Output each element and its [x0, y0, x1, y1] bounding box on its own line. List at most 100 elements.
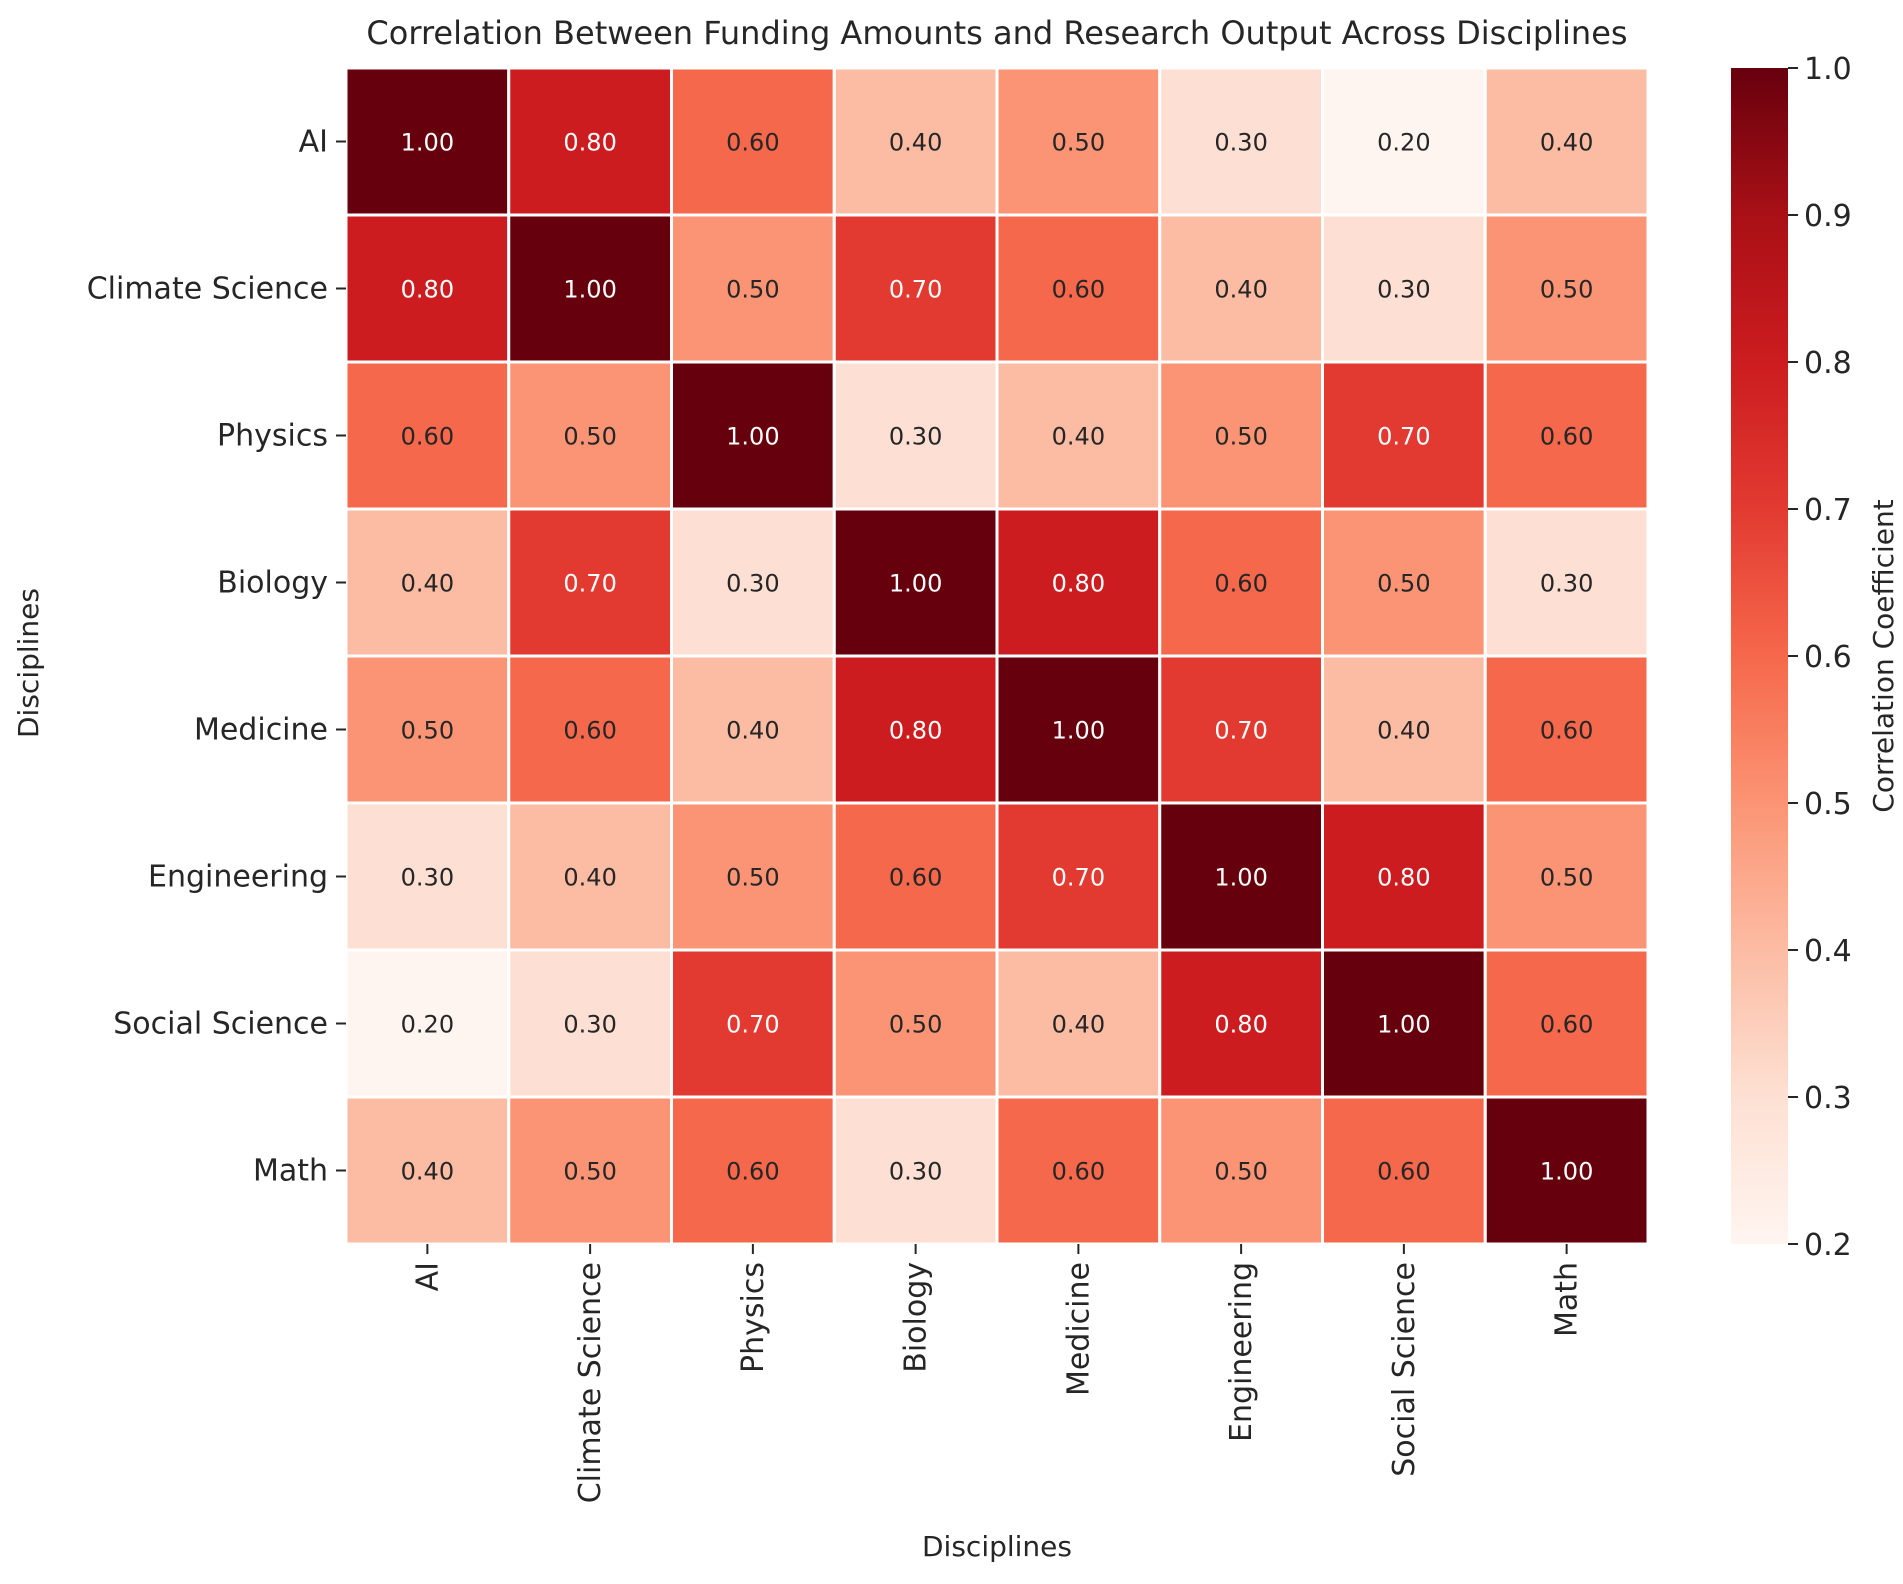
- heatmap-cell: [832, 360, 999, 511]
- cell-value-label: 0.50: [1540, 864, 1593, 892]
- heatmap-cell: [1321, 360, 1487, 511]
- heatmap-cell: [670, 1095, 836, 1246]
- cell-value-label: 0.80: [1052, 570, 1105, 598]
- cell-value-label: 0.70: [726, 1011, 779, 1039]
- heatmap-cell: [995, 360, 1162, 511]
- heatmap-cell: [995, 948, 1162, 1099]
- cell-value-label: 0.80: [1377, 864, 1430, 892]
- y-tick-label: Biology: [217, 566, 328, 601]
- cell-value-label: 0.60: [563, 717, 616, 745]
- cell-value-label: 0.80: [563, 129, 616, 157]
- cell-value-label: 0.30: [1214, 129, 1267, 157]
- heatmap-cell: [670, 507, 836, 658]
- cell-value-label: 0.50: [1377, 570, 1430, 598]
- x-axis: AI Climate Science Physics Biology Medicine E…: [410, 1244, 1585, 1503]
- cell-value-label: 0.60: [726, 129, 779, 157]
- heatmap-cell: [1483, 948, 1650, 1099]
- colorbar-tick-label: 0.3: [1804, 1081, 1852, 1116]
- heatmap-cell: [344, 948, 511, 1099]
- heatmap-cell: [670, 948, 836, 1099]
- colorbar-tick-label: 0.2: [1804, 1228, 1852, 1263]
- chart-title: Correlation Between Funding Amounts and …: [366, 14, 1627, 52]
- heatmap-cell: [1483, 801, 1650, 952]
- heatmap-cell: [1158, 360, 1324, 511]
- cell-value-label: 0.20: [1377, 129, 1430, 157]
- heatmap-cell: [507, 213, 673, 364]
- heatmap-cell: [995, 654, 1162, 805]
- y-tick-label: Social Science: [113, 1007, 328, 1042]
- cell-value-label: 0.30: [401, 864, 454, 892]
- x-tick-label: Climate Science: [573, 1262, 608, 1503]
- cell-value-label: 0.30: [889, 1158, 942, 1186]
- y-axis: AI Climate Science Physics Biology Medicine E…: [87, 125, 346, 1189]
- cell-value-label: 0.40: [1214, 276, 1267, 304]
- heatmap-cell: [670, 801, 836, 952]
- colorbar-tick-label: 0.5: [1804, 787, 1852, 822]
- y-tick-label: Engineering: [148, 860, 328, 895]
- cell-value-label: 0.40: [726, 717, 779, 745]
- cell-value-label: 1.00: [1377, 1011, 1430, 1039]
- cell-value-label: 0.50: [726, 276, 779, 304]
- heatmap-cell: [1483, 66, 1650, 217]
- x-tick-label: AI: [410, 1262, 445, 1291]
- x-axis-label: Disciplines: [922, 1530, 1072, 1563]
- colorbar-tick-label: 0.9: [1804, 199, 1852, 234]
- cell-value-label: 1.00: [889, 570, 942, 598]
- cell-value-label: 0.40: [1377, 717, 1430, 745]
- heatmap-cell: [832, 507, 999, 658]
- heatmap-cell: [995, 1095, 1162, 1246]
- heatmap-cell: [344, 507, 511, 658]
- cell-value-label: 0.30: [1377, 276, 1430, 304]
- cell-value-label: 0.40: [1540, 129, 1593, 157]
- cell-value-label: 1.00: [1052, 717, 1105, 745]
- cell-value-label: 1.00: [401, 129, 454, 157]
- cell-value-label: 0.40: [401, 570, 454, 598]
- y-tick-label: Math: [253, 1154, 328, 1189]
- colorbar: [1731, 68, 1788, 1244]
- cell-value-label: 0.60: [1214, 570, 1267, 598]
- heatmap-cell: [507, 66, 673, 217]
- cell-value-label: 0.70: [1214, 717, 1267, 745]
- colorbar-ticks: 0.2 0.3 0.4 0.5 0.6 0.7 0.8 0.9 1.0: [1788, 52, 1852, 1263]
- heatmap-cell: [507, 801, 673, 952]
- cell-value-label: 0.50: [726, 864, 779, 892]
- heatmap-cell: [1483, 360, 1650, 511]
- cell-value-label: 0.60: [1052, 1158, 1105, 1186]
- heatmap-cell: [1158, 801, 1324, 952]
- cell-value-label: 0.70: [1377, 423, 1430, 451]
- colorbar-tick-label: 0.8: [1804, 346, 1852, 381]
- cell-value-label: 1.00: [1214, 864, 1267, 892]
- heatmap-cell: [832, 213, 999, 364]
- cell-value-label: 0.60: [1540, 717, 1593, 745]
- x-tick-label: Engineering: [1224, 1262, 1259, 1442]
- y-tick-label: Medicine: [194, 713, 328, 748]
- cell-value-label: 0.30: [889, 423, 942, 451]
- y-axis-label: Disciplines: [12, 588, 45, 738]
- heatmap-annotations: 1.00 0.80 0.60 0.40 0.50 0.30 0.20 0.40 0.80 1.00…: [401, 129, 1594, 1186]
- cell-value-label: 0.60: [1540, 423, 1593, 451]
- cell-value-label: 0.40: [1052, 423, 1105, 451]
- cell-value-label: 0.80: [889, 717, 942, 745]
- heatmap-cell: [1158, 66, 1324, 217]
- heatmap-cell: [344, 66, 511, 217]
- y-tick-label: Physics: [217, 419, 328, 454]
- heatmap-cell: [507, 948, 673, 1099]
- cell-value-label: 0.40: [563, 864, 616, 892]
- heatmap-cell: [1158, 213, 1324, 364]
- x-tick-label: Social Science: [1387, 1262, 1422, 1477]
- heatmap-cell: [1321, 801, 1487, 952]
- cell-value-label: 0.40: [1052, 1011, 1105, 1039]
- heatmap-cell: [1483, 654, 1650, 805]
- cell-value-label: 0.50: [1214, 1158, 1267, 1186]
- heatmap-cell: [995, 507, 1162, 658]
- heatmap-cell: [1321, 507, 1487, 658]
- cell-value-label: 0.80: [401, 276, 454, 304]
- heatmap-cell: [995, 801, 1162, 952]
- colorbar-tick-label: 1.0: [1804, 52, 1852, 87]
- cell-value-label: 0.60: [401, 423, 454, 451]
- cell-value-label: 0.40: [889, 129, 942, 157]
- cell-value-label: 0.70: [1052, 864, 1105, 892]
- colorbar-tick-label: 0.4: [1804, 934, 1852, 969]
